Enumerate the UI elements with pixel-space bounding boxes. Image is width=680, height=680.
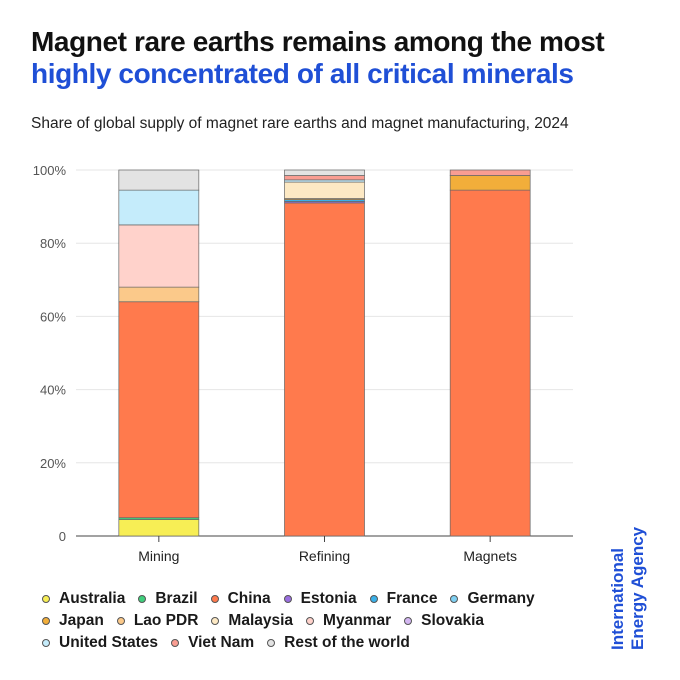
legend-item-germany: Germany: [450, 590, 535, 608]
legend-item-estonia: Estonia: [283, 590, 357, 608]
y-tick-label-80: 80%: [40, 236, 66, 251]
legend-marker-icon: [306, 617, 315, 625]
legend-item-viet-nam: Viet Nam: [171, 634, 254, 652]
bar-segment-magnets-japan: [449, 175, 531, 191]
legend-marker-icon: [42, 639, 50, 647]
legend-marker-icon: [210, 595, 219, 603]
y-tick-label-40: 40%: [40, 383, 66, 398]
bar-segment-refining-malaysia: [284, 181, 365, 199]
legend-label: Viet Nam: [188, 634, 255, 651]
bar-segment-mining-lao-pdr: [118, 286, 200, 303]
bar-segment-refining-rest-of-the-world: [284, 169, 365, 176]
legend-label: Australia: [59, 590, 126, 607]
legend-item-lao-pdr: Lao PDR: [116, 612, 199, 630]
title-line-1: Magnet rare earths remains among the mos…: [31, 26, 605, 57]
legend-marker-icon: [116, 617, 125, 625]
legend-item-rest-of-the-world: Rest of the world: [267, 634, 410, 652]
legend-item-slovakia: Slovakia: [404, 612, 484, 630]
legend-item-myanmar: Myanmar: [306, 612, 391, 630]
x-tick-label-magnets: Magnets: [463, 548, 517, 564]
y-tick-label-100: 100%: [33, 163, 67, 178]
legend-marker-icon: [42, 617, 50, 625]
legend-marker-icon: [42, 595, 50, 603]
bar-segment-magnets-china: [449, 189, 531, 537]
legend-item-brazil: Brazil: [138, 590, 198, 608]
legend-item-france: France: [369, 590, 438, 608]
legend-marker-icon: [283, 595, 292, 603]
legend-item-united-states: United States: [42, 634, 158, 652]
legend-marker-icon: [171, 639, 180, 647]
legend-label: Lao PDR: [133, 612, 199, 629]
legend-label: Japan: [59, 612, 104, 629]
legend-label: Brazil: [155, 590, 198, 607]
x-tick-label-refining: Refining: [299, 548, 350, 564]
chart-title: Magnet rare earths remains among the mos…: [31, 26, 605, 90]
brand-line-2: Energy Agency: [628, 526, 647, 650]
legend-item-malaysia: Malaysia: [211, 612, 293, 630]
legend-row: Australia Brazil China Estonia France Germany: [42, 588, 602, 610]
chart-legend: Australia Brazil China Estonia France Germany…: [42, 588, 602, 654]
legend-row: Japan Lao PDR Malaysia Myanmar Slovakia: [42, 610, 602, 632]
legend-label: France: [386, 590, 438, 607]
bar-segment-mining-myanmar: [118, 224, 200, 288]
legend-item-china: China: [210, 590, 271, 608]
legend-label: Germany: [467, 590, 535, 607]
bar-segment-mining-china: [118, 301, 200, 519]
legend-marker-icon: [138, 595, 147, 603]
legend-item-japan: Japan: [42, 612, 104, 630]
legend-marker-icon: [211, 617, 220, 625]
brand-line-1: International: [608, 547, 627, 650]
legend-row: United States Viet Nam Rest of the world: [42, 632, 602, 654]
chart-subtitle: Share of global supply of magnet rare ea…: [31, 115, 569, 132]
title-line-2-highlight: highly concentrated of all critical mine…: [31, 58, 574, 89]
y-tick-label-20: 20%: [40, 456, 66, 471]
legend-label: Malaysia: [228, 612, 294, 629]
iea-logo-text: International Energy Agency: [608, 410, 648, 650]
legend-marker-icon: [369, 595, 378, 603]
y-tick-label-60: 60%: [40, 309, 66, 324]
legend-label: United States: [59, 634, 159, 651]
bar-segment-mining-rest-of-the-world: [118, 169, 200, 191]
bar-segment-refining-viet-nam: [284, 175, 365, 181]
bar-segment-magnets-viet-nam: [449, 169, 531, 176]
bar-segment-mining-australia: [118, 519, 200, 537]
y-tick-label-0: 0: [59, 529, 66, 544]
legend-label: Estonia: [300, 590, 357, 607]
legend-marker-icon: [404, 617, 413, 625]
bar-segment-mining-united-states: [118, 189, 200, 226]
legend-label: Rest of the world: [284, 634, 410, 651]
x-tick-label-mining: Mining: [138, 548, 179, 564]
legend-label: Slovakia: [421, 612, 485, 629]
bar-segment-refining-china: [284, 202, 365, 537]
legend-item-australia: Australia: [42, 590, 125, 608]
legend-label: Myanmar: [323, 612, 392, 629]
legend-marker-icon: [267, 639, 276, 647]
legend-label: China: [227, 590, 271, 607]
legend-marker-icon: [450, 595, 459, 603]
